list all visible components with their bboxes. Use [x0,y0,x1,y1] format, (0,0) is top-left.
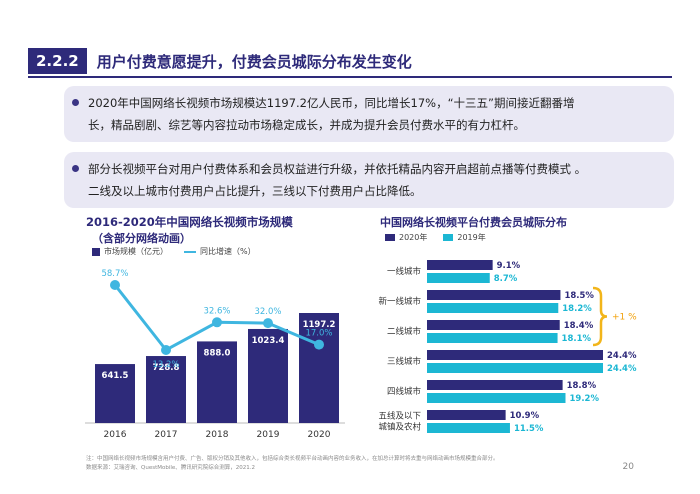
growth-rate-point [263,318,273,329]
section-number: 2.2.2 [28,48,87,74]
growth-rate-point [110,280,120,290]
value-label-2020: 24.4% [607,351,637,361]
section-header: 2.2.2 用户付费意愿提升，付费会员城际分布发生变化 [28,48,412,74]
value-label-2020: 18.4% [564,321,594,331]
footnote-note: 注：中国网络长视频市场规模含用户付费、广告、版权分销及其他收入，包括综合类长视频… [86,456,499,462]
bar-2019-一线城市 [427,273,490,283]
legend-2019-swatch [443,234,454,241]
growth-rate-point [161,345,171,355]
bar-value-label: 641.5 [102,371,129,381]
growth-rate-label: 17.0% [305,329,332,339]
category-label: 一线城市 [387,266,422,277]
category-label: 城镇及农村 [378,422,421,433]
bullet-2-line-1: 部分长视频平台对用户付费体系和会员权益进行升级，并依托精品内容开启超前点播等付费… [88,162,587,176]
page-number: 20 [622,462,634,472]
growth-rate-label: 32.0% [254,307,281,317]
value-label-2020: 18.5% [564,291,594,301]
value-label-2019: 18.2% [562,304,592,314]
bullet-2-line-2: 二线及以上城市付费用户占比提升，三线以下付费用户占比降低。 [88,184,422,198]
right-chart-title: 中国网络长视频平台付费会员城际分布 [380,216,567,229]
x-tick-label: 2016 [104,430,127,440]
bracket-label: +1 % [612,313,637,323]
x-tick-label: 2020 [308,430,331,440]
bar-2020 [299,313,339,423]
bar-2019-三线城市 [427,363,603,373]
bar-value-label: 1023.4 [252,336,285,346]
value-label-2019: 18.1% [562,334,592,344]
bullet-1-line-1: 2020年中国网络长视频市场规模达1197.2亿人民币，同比增长17%，“十三五… [88,96,575,110]
growth-rate-label: 13.2% [152,360,179,370]
legend-line-swatch [184,250,196,253]
bar-value-label: 888.0 [204,348,231,358]
bullet-box-1: 2020年中国网络长视频市场规模达1197.2亿人民币，同比增长17%，“十三五… [64,86,674,142]
value-label-2020: 10.9% [510,411,540,421]
category-label: 新一线城市 [378,296,421,307]
city-distribution-chart: 9.1% 8.7% 一线城市 18.5% 18.2% 新一线城市 18.4% 18.1% 二线城… [378,260,637,434]
bar-2017 [146,356,186,423]
legend-bar-label: 市场规模（亿元） [104,247,168,256]
bar-2019-五线及以下城镇及农村 [427,423,510,433]
growth-rate-point [212,317,222,328]
bar-2019 [248,328,288,423]
left-chart-subtitle: （含部分网络动画） [92,232,191,245]
value-label-2020: 18.8% [567,381,597,391]
x-tick-label: 2018 [206,430,229,440]
category-label: 五线及以下 [378,411,421,422]
legend-2020-label: 2020年 [399,233,428,242]
category-label: 三线城市 [387,356,422,367]
bar-2020-五线及以下城镇及农村 [427,410,506,420]
value-label-2019: 11.5% [514,424,544,434]
legend-2019-label: 2019年 [457,233,486,242]
legend-2020-swatch [385,234,395,241]
bar-2019-四线城市 [427,393,566,403]
growth-rate-label: 32.6% [203,306,230,316]
bar-2019-新一线城市 [427,303,559,313]
footnote-source: 数据来源：艾瑞咨询、QuestMobile、腾讯研究院综合测算，2021.2 [86,465,256,471]
legend-line-label: 同比增速（%） [200,247,256,256]
bar-2020-二线城市 [427,320,560,330]
brace-icon [592,286,608,347]
x-tick-label: 2019 [257,430,280,440]
bar-2019-二线城市 [427,333,558,343]
left-chart-legend: 市场规模（亿元） 同比增速（%） [92,246,256,257]
growth-rate-point [314,339,324,350]
page-title: 用户付费意愿提升，付费会员城际分布发生变化 [96,52,412,71]
bar-value-label: 1197.2 [303,320,336,330]
value-label-2020: 9.1% [497,261,521,271]
value-label-2019: 19.2% [569,394,599,404]
bullet-box-2: 部分长视频平台对用户付费体系和会员权益进行升级，并依托精品内容开启超前点播等付费… [64,152,674,208]
bullet-dot-icon [72,99,79,106]
bar-2020-三线城市 [427,350,603,360]
market-size-chart: 641.5 2016 728.8 2017 888.0 2018 1023.4 2019 119… [85,269,345,440]
footnote: 注：中国网络长视频市场规模含用户付费、广告、版权分销及其他收入，包括综合类长视频… [86,455,606,473]
bar-2018 [197,341,237,423]
bar-value-label: 728.8 [153,363,180,373]
growth-rate-label: 58.7% [101,269,128,279]
bar-2016 [95,364,135,423]
value-label-2019: 8.7% [494,274,518,284]
right-chart-legend: 2020年 2019年 [385,232,486,243]
value-label-2019: 24.4% [607,364,637,374]
category-label: 四线城市 [387,386,422,397]
bullet-1-line-2: 长，精品剧剧、综艺等内容拉动市场稳定成长，并成为提升会员付费水平的有力杠杆。 [88,118,525,132]
bar-2020-一线城市 [427,260,493,270]
bar-2020-四线城市 [427,380,563,390]
bullet-dot-icon [72,165,79,172]
left-chart-title: 2016-2020年中国网络长视频市场规模 [86,215,293,229]
bar-2020-新一线城市 [427,290,561,300]
legend-bar-swatch [92,247,100,256]
header-rule [28,76,672,78]
category-label: 二线城市 [387,326,422,337]
x-tick-label: 2017 [155,430,178,440]
